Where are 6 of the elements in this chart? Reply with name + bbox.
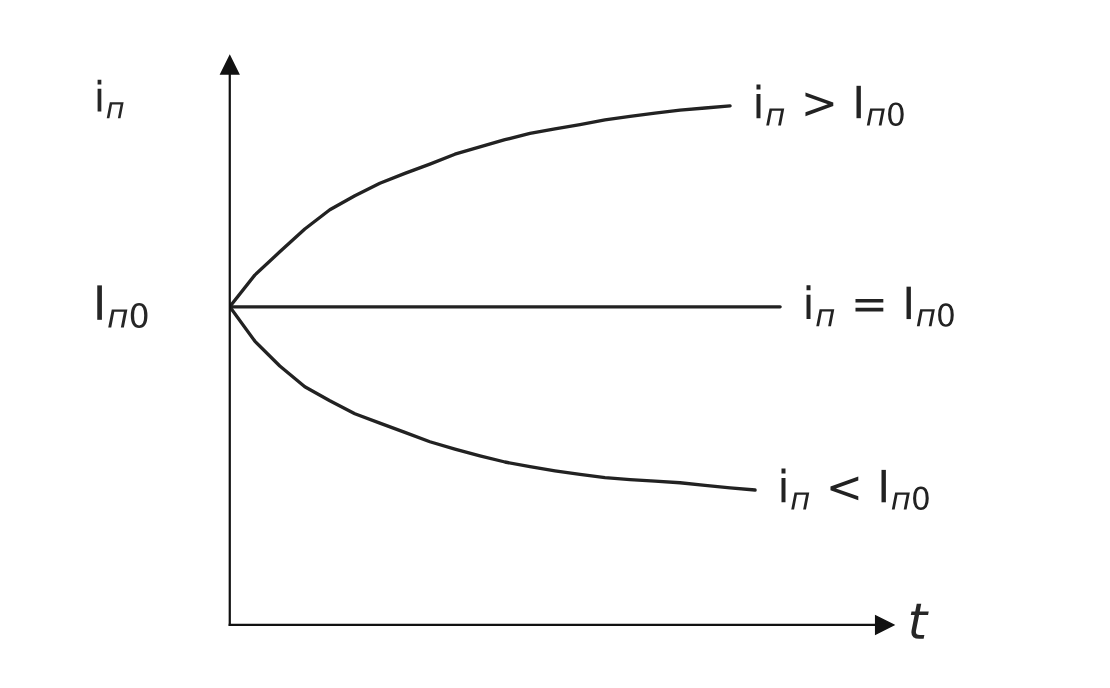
text: I$_{п0}$ <box>97 285 148 329</box>
series-label: i$_{п}$ < I$_{п0}$ <box>781 468 929 511</box>
series-label: i$_{п}$ > I$_{п0}$ <box>756 84 904 126</box>
x-axis-title: t <box>910 603 929 639</box>
y-axis-title: i$_{п}$ <box>97 79 124 119</box>
series-label: i$_{п}$ = I$_{п0}$ <box>806 285 954 327</box>
